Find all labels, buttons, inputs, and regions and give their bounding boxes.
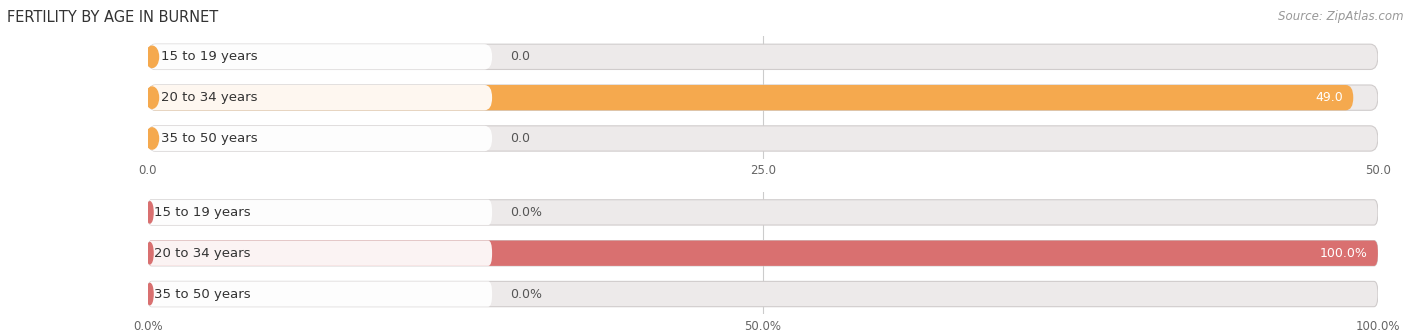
FancyBboxPatch shape	[148, 241, 1378, 266]
Text: 0.0%: 0.0%	[510, 206, 543, 219]
Text: FERTILITY BY AGE IN BURNET: FERTILITY BY AGE IN BURNET	[7, 10, 218, 25]
FancyBboxPatch shape	[148, 85, 1354, 110]
Text: 100.0%: 100.0%	[1320, 247, 1368, 260]
FancyBboxPatch shape	[148, 200, 492, 225]
FancyBboxPatch shape	[148, 44, 492, 70]
Text: 15 to 19 years: 15 to 19 years	[162, 50, 257, 63]
Circle shape	[146, 46, 159, 68]
FancyBboxPatch shape	[148, 241, 492, 266]
FancyBboxPatch shape	[148, 241, 1378, 266]
FancyBboxPatch shape	[148, 200, 1378, 225]
FancyBboxPatch shape	[148, 85, 1378, 110]
Text: 49.0: 49.0	[1316, 91, 1344, 104]
Circle shape	[146, 283, 153, 305]
FancyBboxPatch shape	[148, 85, 492, 110]
FancyBboxPatch shape	[148, 126, 1378, 151]
FancyBboxPatch shape	[148, 44, 1378, 70]
Circle shape	[146, 202, 153, 223]
Text: Source: ZipAtlas.com: Source: ZipAtlas.com	[1278, 10, 1403, 23]
Text: 0.0%: 0.0%	[510, 288, 543, 301]
Circle shape	[146, 243, 153, 264]
FancyBboxPatch shape	[148, 281, 492, 307]
Circle shape	[146, 87, 159, 108]
Text: 20 to 34 years: 20 to 34 years	[162, 91, 257, 104]
FancyBboxPatch shape	[148, 126, 492, 151]
Text: 15 to 19 years: 15 to 19 years	[155, 206, 252, 219]
Text: 35 to 50 years: 35 to 50 years	[155, 288, 252, 301]
FancyBboxPatch shape	[148, 281, 1378, 307]
Text: 0.0: 0.0	[510, 132, 530, 145]
Text: 0.0: 0.0	[510, 50, 530, 63]
Text: 20 to 34 years: 20 to 34 years	[155, 247, 252, 260]
Text: 35 to 50 years: 35 to 50 years	[162, 132, 257, 145]
Circle shape	[146, 128, 159, 149]
